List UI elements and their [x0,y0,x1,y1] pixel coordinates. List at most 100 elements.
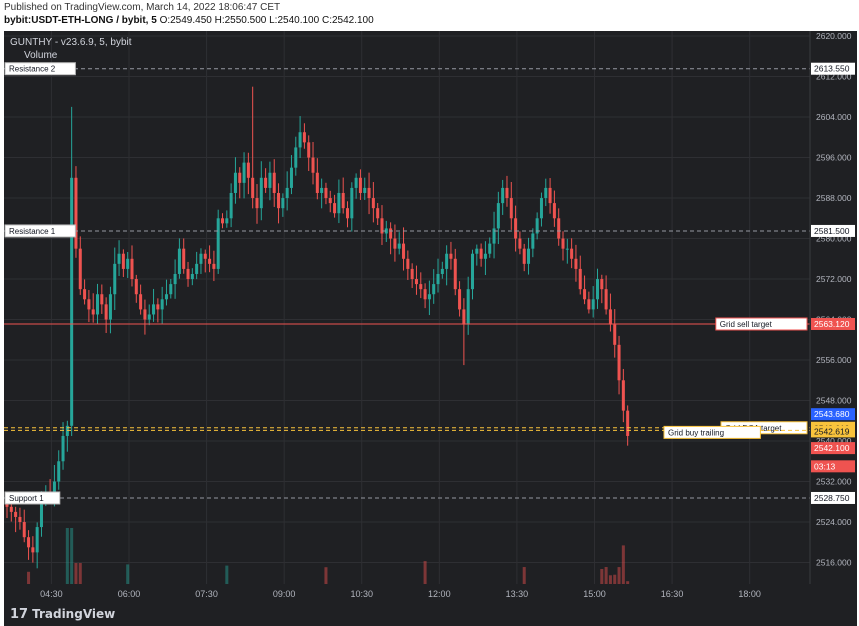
volume-bar [522,567,526,603]
candle-body [294,147,298,168]
candle-body [419,284,423,290]
candlestick-chart[interactable]: GUNTHY - v23.6.9, 5, bybit Volume Resistan… [4,31,857,603]
volume-bar [259,587,263,603]
volume-bar [492,588,496,603]
volume-bar [108,586,112,603]
volume-bar [462,590,466,603]
candle [505,175,509,207]
volume-bar [380,585,384,603]
volume-bar [595,591,600,603]
candle-body [108,294,112,320]
volume-bar [177,595,181,603]
volume-bar [311,593,315,603]
candle [501,179,505,215]
volume-bar [44,591,48,603]
candle-body [595,279,600,300]
candle-body [242,162,246,183]
candle-body [466,289,470,325]
volume-bar [600,568,604,603]
candle [565,238,569,264]
candle-body [587,299,591,310]
volume-bar [272,591,276,603]
volume-bar [160,595,164,603]
y-tick-label: 2588.000 [816,193,852,203]
candle-body [341,192,345,209]
candle [233,157,237,204]
candle [423,283,427,309]
ohlc-close: C:2542.100 [321,15,374,26]
candle-body [246,162,250,178]
candle [251,86,255,209]
candle-body [285,187,289,199]
volume-bar [587,592,591,603]
price-tag-box [811,408,855,421]
volume-bar [604,567,608,603]
candle-body [583,289,587,300]
candle [626,405,630,446]
candle [427,280,431,316]
candle-body [212,263,216,269]
volume-bar [315,594,319,603]
volume-bar [238,589,242,603]
candle-body [259,177,263,209]
candle [177,238,181,279]
volume-bar [70,528,74,603]
volume-label: Volume [24,50,58,61]
candle [87,290,91,323]
candle [557,208,561,246]
volume-bar [410,587,414,603]
candle [548,178,552,214]
candle-body [358,177,362,193]
chart-panel[interactable]: GUNTHY - v23.6.9, 5, bybit Volume Resistan… [4,31,857,603]
candle-body [376,208,380,219]
time-axis-border [4,602,857,603]
candle-body [544,187,548,199]
candle-body [535,218,539,234]
tradingview-logo-text: TradingView [32,607,116,621]
candle [143,299,147,335]
candle [531,228,535,258]
candle-body [9,506,13,512]
volume-bar [397,589,401,603]
candle [70,106,74,436]
candle [160,286,164,325]
candle-body [324,187,328,199]
candle [268,161,272,201]
volume-bar [203,592,207,603]
volume-bar [570,595,574,603]
candle [285,171,289,211]
volume-bar [225,565,229,603]
level-tag [715,317,808,331]
candle-body [311,157,315,173]
candle [414,265,418,295]
candle-body [272,172,276,193]
candle [156,298,160,323]
candle-body [557,218,561,239]
tradingview-logo[interactable]: 17 TradingView [10,607,115,622]
level-tag-label: Grid sell target [720,320,773,329]
candle [289,155,293,195]
y-tick-label: 2604.000 [816,112,852,122]
volume-bar [613,574,617,603]
candle-body [591,299,595,310]
candle-body [600,279,604,290]
volume-bar [302,589,306,603]
volume-bar [518,594,522,603]
footer-bar: 17 TradingView [4,604,857,626]
candle [307,135,311,171]
candle-body [281,198,285,209]
candle [121,249,125,278]
candle-body [177,248,181,274]
volume-bar [389,590,393,603]
level-axis-box [811,491,855,504]
candle [518,231,522,255]
candle-body [70,177,74,426]
volume-bar [483,586,487,603]
candle-body [199,253,203,264]
candle-body [470,253,475,290]
volume-bars [5,528,630,603]
candle-body [328,198,332,204]
candle [169,279,173,299]
candle-body [333,203,337,214]
candle [212,250,216,282]
